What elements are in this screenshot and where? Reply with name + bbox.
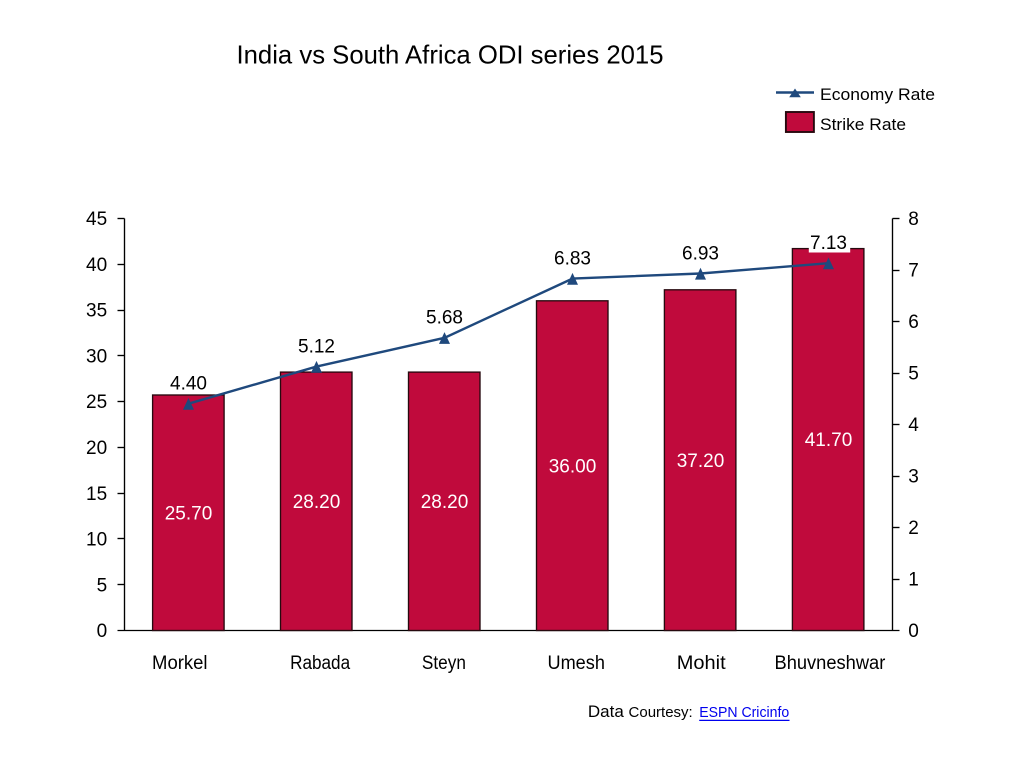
svg-text:7: 7 bbox=[908, 261, 919, 282]
svg-text:20: 20 bbox=[86, 438, 107, 459]
svg-text:6: 6 bbox=[908, 312, 919, 333]
svg-text:5: 5 bbox=[908, 364, 919, 385]
svg-text:ESPN Cricinfo: ESPN Cricinfo bbox=[699, 704, 789, 721]
svg-text:40: 40 bbox=[86, 255, 107, 276]
svg-text:36.00: 36.00 bbox=[549, 456, 597, 477]
svg-text:Steyn: Steyn bbox=[422, 653, 466, 674]
svg-text:28.20: 28.20 bbox=[421, 492, 469, 513]
svg-text:1: 1 bbox=[908, 570, 919, 591]
svg-text:30: 30 bbox=[86, 347, 107, 368]
svg-text:0: 0 bbox=[97, 621, 108, 642]
svg-text:4.40: 4.40 bbox=[170, 374, 207, 395]
svg-text:3: 3 bbox=[908, 467, 919, 488]
svg-text:Economy Rate: Economy Rate bbox=[820, 85, 935, 104]
svg-text:6.93: 6.93 bbox=[682, 243, 719, 264]
svg-text:Data Courtesy:: Data Courtesy: bbox=[588, 702, 693, 721]
svg-text:25: 25 bbox=[86, 392, 107, 413]
svg-text:37.20: 37.20 bbox=[677, 451, 725, 472]
svg-text:India vs South Africa ODI seri: India vs South Africa ODI series 2015 bbox=[237, 40, 664, 70]
svg-text:7.13: 7.13 bbox=[810, 233, 847, 254]
svg-text:5.68: 5.68 bbox=[426, 308, 463, 329]
svg-text:45: 45 bbox=[86, 209, 107, 230]
svg-text:10: 10 bbox=[86, 530, 107, 551]
svg-text:4: 4 bbox=[908, 415, 919, 436]
svg-text:Bhuvneshwar: Bhuvneshwar bbox=[775, 653, 886, 674]
svg-text:Mohit: Mohit bbox=[677, 653, 727, 674]
svg-text:25.70: 25.70 bbox=[165, 503, 213, 524]
svg-text:2: 2 bbox=[908, 518, 919, 539]
svg-text:8: 8 bbox=[908, 209, 919, 230]
svg-text:35: 35 bbox=[86, 301, 107, 322]
svg-text:5.12: 5.12 bbox=[298, 336, 335, 357]
svg-text:Strike Rate: Strike Rate bbox=[820, 115, 906, 134]
svg-text:5: 5 bbox=[97, 575, 108, 596]
svg-text:Morkel: Morkel bbox=[152, 653, 208, 674]
svg-text:0: 0 bbox=[908, 621, 919, 642]
svg-text:28.20: 28.20 bbox=[293, 492, 341, 513]
svg-text:6.83: 6.83 bbox=[554, 248, 591, 269]
svg-text:41.70: 41.70 bbox=[805, 430, 853, 451]
svg-text:Rabada: Rabada bbox=[290, 653, 350, 674]
svg-text:Umesh: Umesh bbox=[548, 653, 605, 674]
svg-text:15: 15 bbox=[86, 484, 107, 505]
